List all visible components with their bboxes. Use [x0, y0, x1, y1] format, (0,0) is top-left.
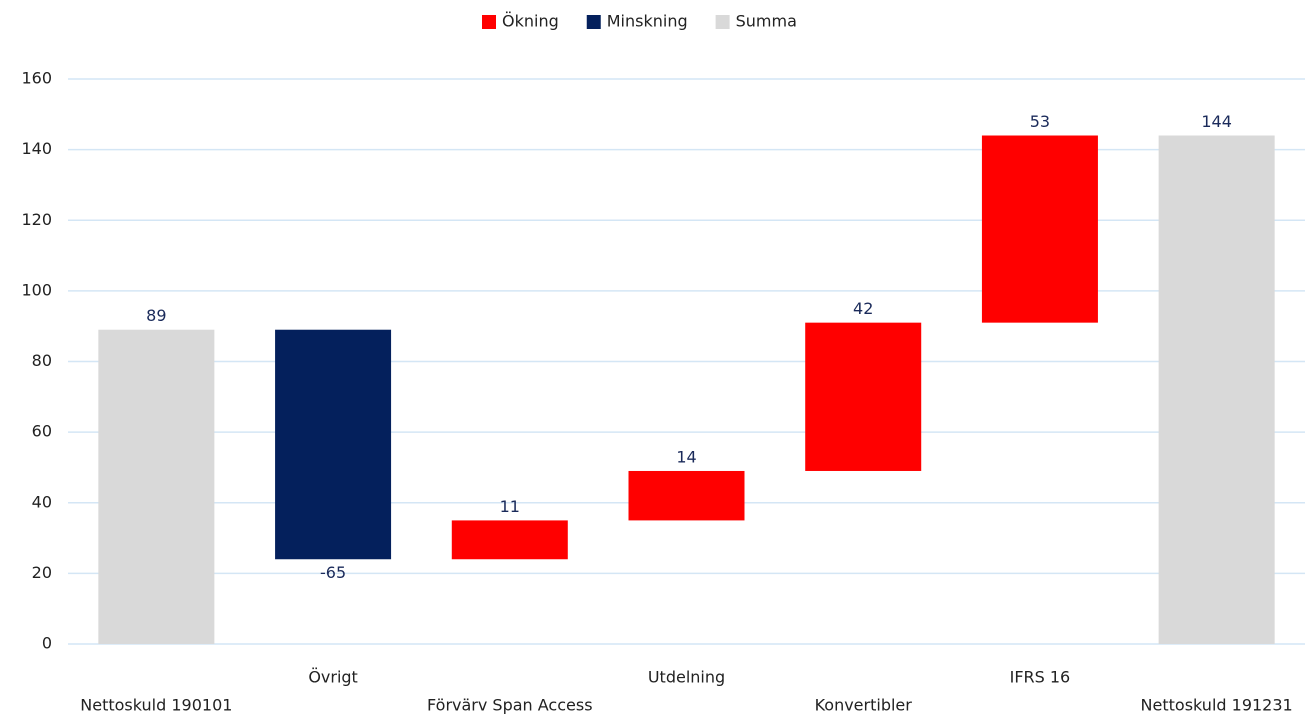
bar: [98, 329, 215, 644]
legend-label: Summa: [736, 12, 797, 31]
data-label: 14: [676, 447, 696, 466]
data-label: 144: [1201, 112, 1232, 131]
bar: [805, 322, 922, 471]
y-tick-label: 140: [21, 139, 52, 158]
y-tick-label: 0: [42, 634, 52, 653]
x-tick-label: Konvertibler: [815, 696, 913, 715]
bar: [275, 329, 392, 560]
legend-label: Ökning: [502, 12, 559, 31]
y-tick-label: 120: [21, 210, 52, 229]
legend-label: Minskning: [607, 12, 688, 31]
y-tick-label: 60: [32, 422, 52, 441]
x-tick-label: Nettoskuld 190101: [80, 696, 232, 715]
x-tick-label: IFRS 16: [1010, 668, 1071, 687]
y-tick-label: 40: [32, 492, 52, 511]
y-tick-label: 20: [32, 563, 52, 582]
y-tick-label: 100: [21, 280, 52, 299]
x-tick-label: Nettoskuld 191231: [1141, 696, 1293, 715]
data-label: 42: [853, 299, 873, 318]
bar: [451, 520, 568, 560]
legend-swatch: [586, 15, 601, 29]
data-label: 89: [146, 306, 166, 325]
bar: [1158, 135, 1275, 644]
bar: [628, 470, 745, 521]
legend-swatch: [715, 15, 730, 29]
y-tick-label: 160: [21, 69, 52, 88]
y-tick-label: 80: [32, 351, 52, 370]
x-tick-label: Utdelning: [648, 668, 725, 687]
x-tick-label: Förvärv Span Access: [427, 696, 593, 715]
data-label: 11: [500, 497, 520, 516]
data-label: 53: [1030, 112, 1050, 131]
x-tick-label: Övrigt: [308, 668, 358, 687]
bar: [981, 135, 1098, 323]
data-label: -65: [320, 563, 346, 582]
legend-swatch: [482, 15, 496, 29]
